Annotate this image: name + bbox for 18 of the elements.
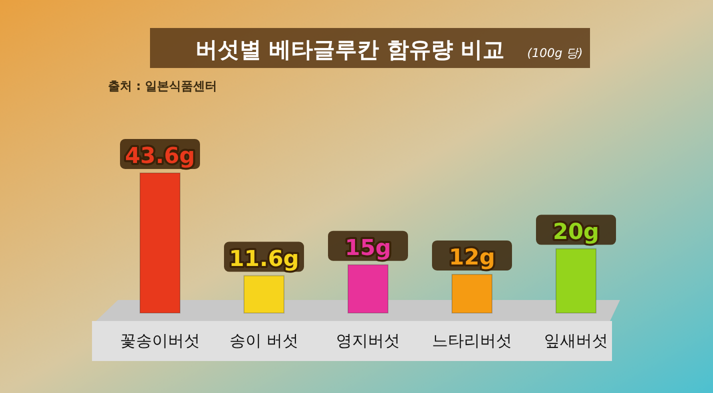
- x-tick-label: 송이 버섯: [229, 331, 299, 350]
- x-tick-label: 영지버섯: [336, 331, 400, 350]
- x-tick-label: 꽃송이버섯: [120, 331, 200, 350]
- source-note: 출처 : 일본식품센터: [108, 79, 218, 93]
- bar: [140, 172, 180, 314]
- bar: [348, 264, 388, 314]
- data-label: 20g: [552, 220, 600, 245]
- chart-subtitle: (100g 당): [527, 46, 583, 60]
- data-label: 43.6g: [124, 144, 196, 169]
- chart-title: 버섯별 베타글루칸 함유량 비교: [196, 38, 504, 63]
- data-label: 15g: [344, 236, 392, 261]
- x-tick-label: 잎새버섯: [544, 331, 608, 350]
- data-label: 12g: [448, 245, 496, 270]
- bar: [452, 274, 492, 314]
- bar: [556, 248, 596, 314]
- x-tick-label: 느타리버섯: [432, 331, 512, 350]
- bar: [244, 275, 284, 314]
- data-label: 11.6g: [228, 246, 300, 272]
